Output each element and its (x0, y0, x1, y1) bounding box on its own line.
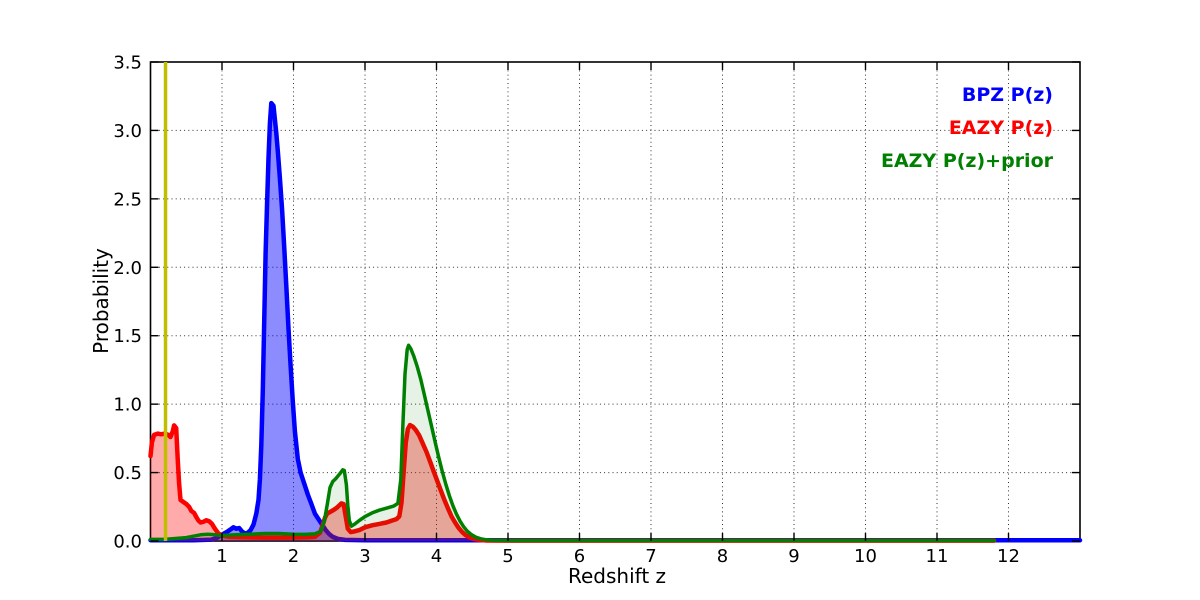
x-tick-label: 8 (717, 546, 728, 567)
y-tick-label: 1.5 (113, 326, 142, 347)
x-tick-label: 3 (359, 546, 370, 567)
y-tick-label: 0.5 (113, 463, 142, 484)
y-tick-label: 2.0 (113, 258, 142, 279)
series-line-0 (148, 100, 1083, 543)
x-tick-label: 12 (997, 546, 1020, 567)
legend-item-bpz: BPZ P(z) (961, 84, 1053, 106)
x-tick-label: 5 (502, 546, 513, 567)
x-tick-label: 2 (288, 546, 299, 567)
x-tick-label: 6 (574, 546, 585, 567)
x-tick-label: 11 (926, 546, 949, 567)
y-tick-label: 3.0 (113, 121, 142, 142)
x-tick-label: 4 (431, 546, 442, 567)
x-tick-label: 1 (216, 546, 227, 567)
x-tick-label: 10 (854, 546, 877, 567)
series-line-1 (148, 422, 997, 543)
y-tick-label: 2.5 (113, 189, 142, 210)
legend: BPZ P(z) EAZY P(z) EAZY P(z)+prior (881, 79, 1053, 178)
y-tick-label: 0.0 (113, 532, 142, 553)
y-tick-label: 1.0 (113, 395, 142, 416)
legend-item-eazy: EAZY P(z) (948, 117, 1053, 139)
legend-item-eazy-prior: EAZY P(z)+prior (880, 150, 1053, 172)
series-line-2 (148, 343, 996, 543)
y-axis-label: Probability (89, 248, 113, 354)
y-tick-label: 3.5 (113, 53, 142, 74)
x-tick-label: 9 (788, 546, 799, 567)
x-axis-label: Redshift z (567, 564, 667, 588)
x-tick-label: 7 (645, 546, 656, 567)
